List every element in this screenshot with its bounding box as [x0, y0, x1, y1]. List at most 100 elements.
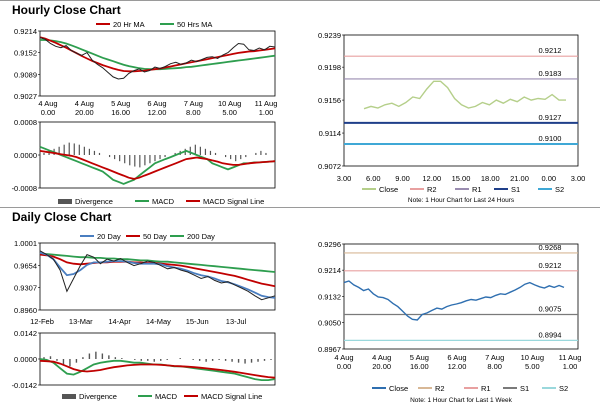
daily-price-xtick-2: 14-Apr [108, 317, 131, 326]
hourly-price-xtick-date-3: 6 Aug [147, 99, 166, 108]
daily-ma50-line [39, 253, 276, 288]
daily-price-ytick-1: 0.9654 [14, 261, 37, 270]
daily-week-legend-3-label: S1 [520, 384, 529, 393]
hourly-signal-line [39, 150, 276, 180]
hourly-price-ytick-2: 0.9089 [14, 70, 37, 79]
daily-week-xtick-time-4: 8.00 [487, 362, 502, 371]
daily-week-ytick-3: 0.9050 [318, 319, 341, 328]
daily-ma200-line [40, 253, 276, 273]
hourly-24h-xtick-2: 9.00 [395, 174, 410, 183]
hourly-price-xtick-time-5: 5.00 [222, 108, 237, 117]
daily-week-xtick-time-3: 12.00 [448, 362, 467, 371]
daily-price-plot-frame [39, 242, 276, 311]
hourly-price-ytick-3: 0.9027 [14, 92, 37, 101]
hourly-macd-ytick-0: 0.0008 [14, 118, 37, 127]
daily-legend-200-label: 200 Day [187, 232, 215, 241]
hourly-24h-legend-3-label: S1 [511, 185, 520, 194]
daily-week-xtick-time-6: 1.00 [563, 362, 578, 371]
daily-legend-signal-label: MACD Signal Line [201, 392, 262, 401]
hourly-24h-ytick-4: 0.9072 [318, 162, 341, 171]
daily-price-xtick-1: 13-Mar [69, 317, 93, 326]
daily-title-text: Daily Close Chart [12, 210, 112, 224]
hourly-price-plot-frame [39, 30, 276, 97]
daily-price-xtick-4: 15-Jun [186, 317, 209, 326]
hourly-24h-legend-0-label: Close [379, 185, 398, 194]
hourly-ma20-line [39, 36, 276, 73]
hourly-price-xtick-time-1: 20.00 [75, 108, 94, 117]
daily-week-xtick-date-0: 4 Aug [334, 353, 353, 362]
hourly-price-xtick-date-1: 4 Aug [75, 99, 94, 108]
hourly-24h-ytick-0: 0.9239 [318, 31, 341, 40]
hourly-24h-level-label-r1: 0.9183 [539, 69, 562, 78]
hourly-24h-level-label-s2: 0.9100 [539, 134, 562, 143]
daily-week-xtick-date-4: 7 Aug [485, 353, 504, 362]
daily-week-xtick-date-3: 6 Aug [447, 353, 466, 362]
daily-price-ytick-3: 0.8960 [14, 306, 37, 315]
hourly-legend-signal-label: MACD Signal Line [203, 197, 264, 206]
daily-week-ytick-4: 0.8967 [318, 345, 341, 354]
daily-price-ytick-2: 0.9307 [14, 284, 37, 293]
hourly-24h-note: Note: 1 Hour Chart for Last 24 Hours [408, 197, 515, 204]
daily-week-ytick-2: 0.9132 [318, 292, 341, 301]
hourly-legend-ma20-label: 20 Hr MA [113, 20, 145, 29]
hourly-title-text: Hourly Close Chart [12, 3, 121, 17]
hourly-24h-ytick-2: 0.9156 [318, 96, 341, 105]
daily-legend-macd-label: MACD [155, 392, 178, 401]
hourly-24h-plot-frame [343, 34, 579, 167]
daily-price-xtick-0: 12-Feb [30, 317, 54, 326]
daily-week-note: Note: 1 Hour Chart for Last 1 Week [410, 397, 513, 404]
hourly-price-xtick-date-6: 11 Aug [255, 99, 278, 108]
hourly-24h-legend-1-label: R2 [427, 185, 437, 194]
hourly-24h-xtick-4: 15.00 [452, 174, 471, 183]
hourly-price-xtick-date-2: 5 Aug [111, 99, 130, 108]
daily-week-level-label-s1: 0.9075 [539, 305, 562, 314]
hourly-ma50-line [40, 39, 276, 71]
daily-price-xtick-3: 14-May [146, 317, 171, 326]
daily-week-legend-0-label: Close [389, 384, 408, 393]
daily-week-ytick-0: 0.9296 [318, 240, 341, 249]
daily-week-legend-1-label: R2 [435, 384, 445, 393]
hourly-price-xtick-date-4: 7 Aug [184, 99, 203, 108]
daily-week-level-label-r2: 0.9268 [539, 243, 562, 252]
daily-close-line [39, 250, 276, 301]
daily-macd-ytick-0: 0.0142 [14, 329, 37, 338]
hourly-macd-line [39, 145, 276, 185]
daily-week-xtick-time-1: 20.00 [372, 362, 391, 371]
hourly-24h-xtick-5: 18.00 [481, 174, 500, 183]
hourly-24h-legend-4-label: S2 [555, 185, 564, 194]
hourly-24h-ytick-1: 0.9198 [318, 63, 341, 72]
hourly-legend-ma50-label: 50 Hrs MA [177, 20, 212, 29]
daily-week-close-line [343, 280, 565, 321]
daily-signal-line [39, 359, 276, 379]
hourly-24h-ytick-3: 0.9114 [319, 129, 341, 138]
daily-week-legend-4-label: S2 [559, 384, 568, 393]
daily-macd-plot-frame [39, 332, 276, 386]
hourly-24h-level-label-r2: 0.9212 [539, 46, 562, 55]
daily-legend-20-label: 20 Day [97, 232, 121, 241]
hourly-24h-xtick-3: 12.00 [422, 174, 441, 183]
hourly-macd-ytick-1: 0.0000 [14, 151, 37, 160]
hourly-legend-divergence-label: Divergence [75, 197, 113, 206]
hourly-price-xtick-time-2: 16.00 [111, 108, 130, 117]
daily-week-xtick-time-2: 16.00 [410, 362, 429, 371]
daily-week-level-label-r1: 0.9212 [539, 261, 562, 270]
daily-week-xtick-time-0: 0.00 [337, 362, 352, 371]
daily-macd-ytick-1: 0.0000 [14, 355, 37, 364]
daily-week-ytick-1: 0.9214 [318, 266, 341, 275]
daily-legend-divergence-swatch [62, 394, 76, 399]
daily-week-xtick-time-5: 5.00 [525, 362, 540, 371]
daily-week-level-label-s2: 0.8994 [539, 330, 562, 339]
daily-week-xtick-date-1: 4 Aug [372, 353, 391, 362]
daily-week-xtick-date-6: 11 Aug [559, 353, 582, 362]
hourly-macd-plot-frame [39, 121, 276, 189]
hourly-24h-legend-2-label: R1 [472, 185, 482, 194]
hourly-price-xtick-time-6: 1.00 [259, 108, 274, 117]
daily-legend-divergence-label: Divergence [79, 392, 117, 401]
hourly-price-xtick-date-5: 10 Aug [218, 99, 241, 108]
hourly-price-xtick-time-3: 12.00 [148, 108, 167, 117]
hourly-24h-level-label-s1: 0.9127 [539, 113, 562, 122]
hourly-24h-xtick-1: 6.00 [366, 174, 381, 183]
hourly-price-xtick-time-0: 0.00 [41, 108, 56, 117]
hourly-section-title: Hourly Close Chart [0, 0, 600, 18]
